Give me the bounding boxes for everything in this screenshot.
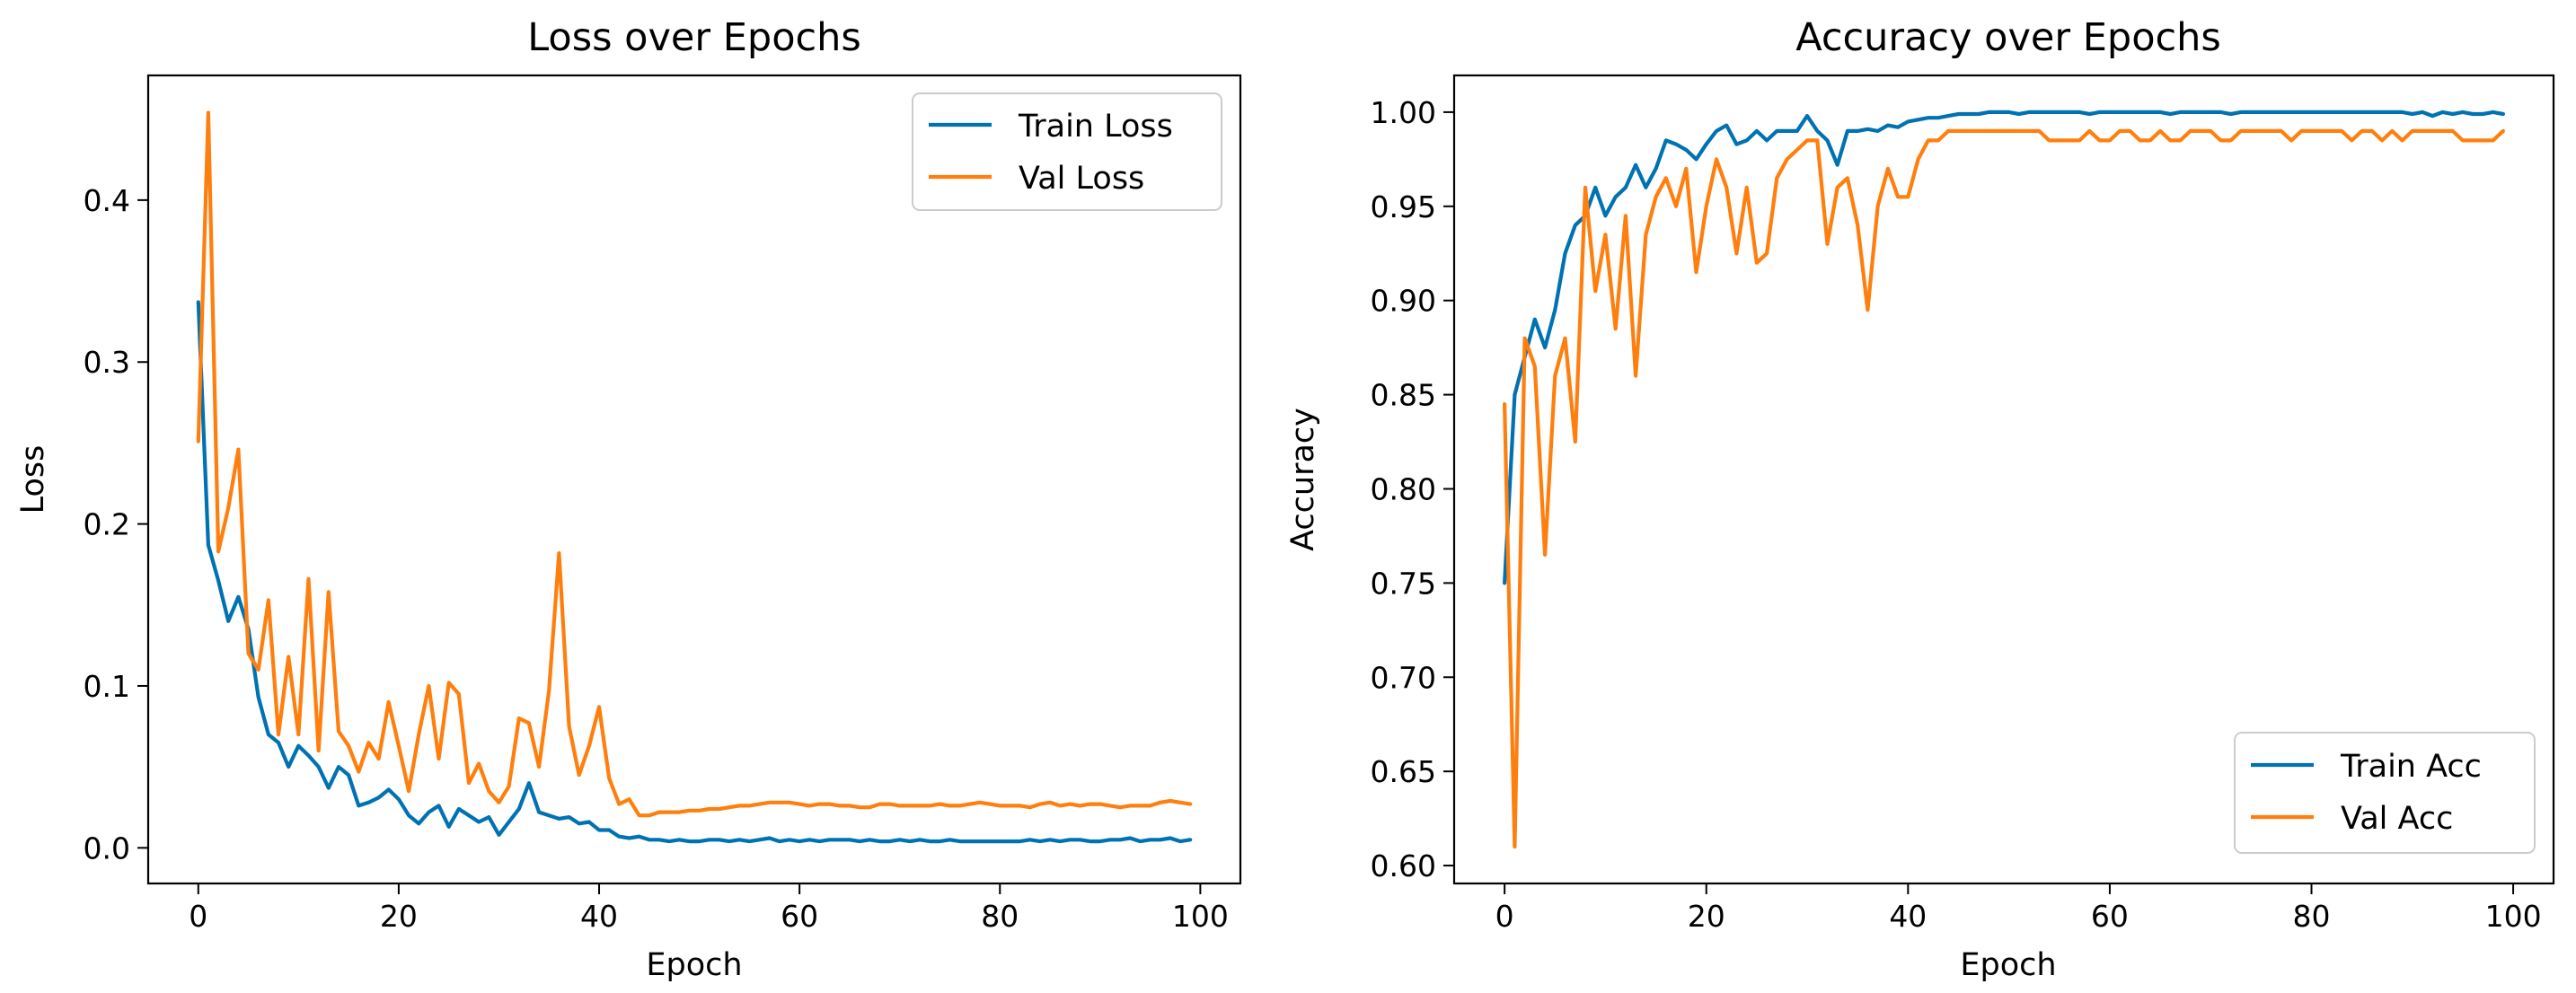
loss-ytick-label: 0.4 bbox=[84, 183, 130, 218]
accuracy-ytick-label: 0.65 bbox=[1371, 754, 1436, 789]
series-line-train-loss bbox=[196, 300, 1193, 844]
loss-chart-ylabel: Loss bbox=[15, 445, 51, 514]
accuracy-chart-legend: Train Acc Val Acc bbox=[2234, 732, 2536, 854]
accuracy-xtick-label: 40 bbox=[1889, 899, 1927, 934]
loss-ytick-label: 0.1 bbox=[84, 669, 130, 704]
loss-ytick-label: 0.2 bbox=[84, 507, 130, 542]
loss-chart-legend: Train Loss Val Loss bbox=[912, 92, 1222, 211]
loss-chart-title: Loss over Epochs bbox=[527, 15, 861, 60]
legend-label-train-acc: Train Acc bbox=[2340, 749, 2482, 785]
accuracy-legend-box bbox=[2234, 732, 2536, 854]
loss-chart: Loss over Epochs Epoch Loss 0 20 40 60 80 100… bbox=[15, 15, 1242, 983]
loss-chart-xticks: 0 20 40 60 80 100 bbox=[189, 883, 1229, 934]
accuracy-chart-ylabel: Accuracy bbox=[1285, 408, 1321, 551]
accuracy-ytick-label: 0.85 bbox=[1371, 378, 1436, 413]
accuracy-ytick-label: 0.95 bbox=[1371, 189, 1436, 224]
loss-chart-yticks: 0.0 0.1 0.2 0.3 0.4 bbox=[84, 183, 148, 866]
loss-chart-xlabel: Epoch bbox=[646, 947, 742, 983]
loss-xtick-label: 100 bbox=[1172, 899, 1229, 934]
loss-ytick-label: 0.0 bbox=[84, 830, 130, 866]
loss-xtick-label: 0 bbox=[189, 899, 207, 934]
loss-chart-series bbox=[196, 110, 1193, 844]
legend-label-train-loss: Train Loss bbox=[1018, 109, 1173, 145]
accuracy-ytick-label: 0.60 bbox=[1371, 848, 1436, 883]
legend-label-val-loss: Val Loss bbox=[1019, 161, 1144, 197]
loss-xtick-label: 60 bbox=[781, 899, 818, 934]
accuracy-ytick-label: 1.00 bbox=[1371, 95, 1436, 130]
accuracy-chart: Accuracy over Epochs Epoch Accuracy 0 20 4… bbox=[1285, 15, 2555, 983]
loss-chart-plot-frame bbox=[146, 74, 1242, 885]
accuracy-chart-yticks: 0.60 0.65 0.70 0.75 0.80 0.85 0.90 0.95 1.00 bbox=[1371, 95, 1454, 883]
series-line-val-acc bbox=[1502, 128, 2505, 849]
series-line-val-loss bbox=[196, 110, 1193, 818]
accuracy-chart-xlabel: Epoch bbox=[1960, 947, 2056, 983]
accuracy-xtick-label: 0 bbox=[1495, 899, 1514, 934]
accuracy-chart-xticks: 0 20 40 60 80 100 bbox=[1495, 883, 2542, 934]
loss-xtick-label: 20 bbox=[380, 899, 418, 934]
accuracy-xtick-label: 20 bbox=[1688, 899, 1725, 934]
accuracy-ytick-label: 0.70 bbox=[1371, 660, 1436, 695]
loss-xtick-label: 40 bbox=[580, 899, 618, 934]
legend-label-val-acc: Val Acc bbox=[2341, 801, 2453, 837]
loss-xtick-label: 80 bbox=[981, 899, 1019, 934]
loss-legend-box bbox=[912, 92, 1222, 211]
accuracy-xtick-label: 100 bbox=[2485, 899, 2542, 934]
accuracy-ytick-label: 0.80 bbox=[1371, 471, 1436, 506]
accuracy-xtick-label: 80 bbox=[2292, 899, 2330, 934]
accuracy-ytick-label: 0.75 bbox=[1371, 566, 1436, 601]
series-line-train-acc bbox=[1502, 110, 2505, 585]
accuracy-chart-plot-frame bbox=[1452, 74, 2555, 885]
accuracy-chart-series bbox=[1502, 110, 2505, 849]
accuracy-chart-title: Accuracy over Epochs bbox=[1795, 15, 2221, 60]
accuracy-ytick-label: 0.90 bbox=[1371, 284, 1436, 319]
loss-ytick-label: 0.3 bbox=[84, 345, 130, 380]
accuracy-xtick-label: 60 bbox=[2091, 899, 2129, 934]
